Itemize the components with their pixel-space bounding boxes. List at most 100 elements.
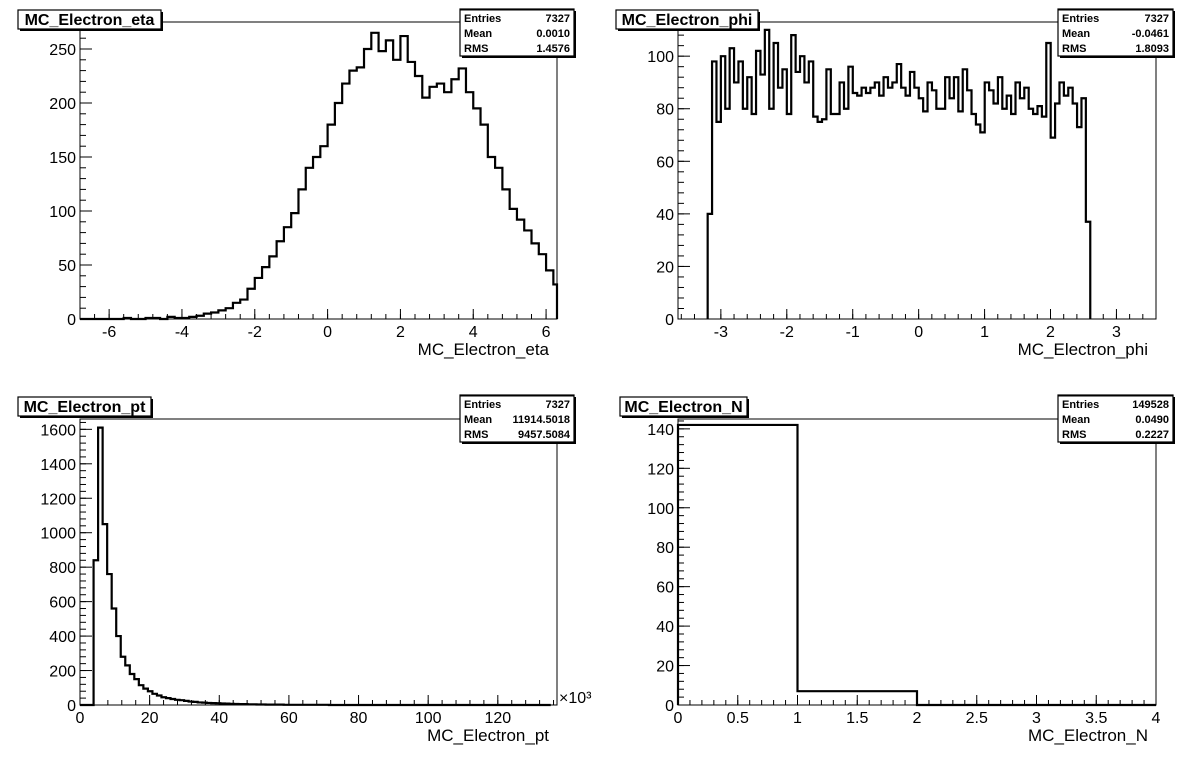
x-tick-label: 4: [469, 324, 478, 341]
histogram-bin: [437, 84, 444, 319]
title-box: [615, 9, 759, 30]
stats-label: RMS: [464, 43, 488, 55]
histogram-bin: [967, 90, 971, 319]
stats-label: Entries: [1062, 399, 1099, 411]
histogram-title: MC_Electron_N: [624, 399, 742, 416]
histogram-bin: [813, 117, 817, 319]
histogram-bin: [932, 90, 936, 319]
histogram-title: MC_Electron_pt: [24, 399, 146, 416]
histogram-bin: [910, 72, 914, 319]
x-axis: 0 0.5 1 1.5 2 2.5 3 3.5 4: [674, 695, 1161, 727]
stats-value: 1.4576: [536, 43, 570, 55]
histogram-bin: [1002, 109, 1006, 319]
y-tick-label: 150: [49, 150, 76, 167]
y-tick-label: 0: [665, 698, 674, 715]
title-box: [619, 396, 748, 417]
y-tick-label: 60: [656, 154, 674, 171]
histogram-bin: [796, 72, 800, 319]
x-tick-label: 2: [396, 324, 405, 341]
stats-label: RMS: [464, 429, 488, 441]
histogram-bin: [313, 157, 320, 319]
histogram-bin: [386, 40, 393, 319]
histogram-bin: [787, 114, 791, 319]
histogram-bin: [400, 36, 407, 319]
x-tick-label: 3.5: [1085, 710, 1107, 727]
histogram-bin: [743, 109, 747, 319]
y-axis: 0 200 400 600 800 1000 1200 1400 1600: [40, 421, 92, 715]
plot-frame: [79, 418, 558, 706]
y-tick-label: 600: [49, 595, 76, 612]
y-tick-label: 0: [67, 698, 76, 715]
stats-value: 0.0010: [536, 28, 570, 40]
histogram-panel-2: -3 -2 -1 0 1 2 3 0 20 40 60 80 100 MC_Electron_phi MC_…: [615, 8, 1175, 359]
x-axis: 0 20 40 60 80 100 120: [76, 695, 555, 727]
histogram-bin: [510, 209, 517, 319]
y-tick-label: 20: [656, 659, 674, 676]
x-tick-label: 0: [76, 710, 85, 727]
histogram-panel-3: 0 20 40 60 80 100 1200200400600800100012001400…: [17, 394, 592, 745]
histogram-bin: [466, 92, 473, 319]
y-tick-label: 40: [656, 619, 674, 636]
histogram-bin: [892, 82, 896, 319]
x-tick-label: 20: [141, 710, 159, 727]
y-tick-label: 1400: [40, 457, 76, 474]
histogram-bin: [862, 88, 866, 319]
y-tick-label: 100: [647, 49, 674, 66]
stats-value: 0.0490: [1135, 414, 1169, 426]
y-tick-label: 40: [656, 207, 674, 224]
histogram-title: MC_Electron_phi: [622, 12, 753, 29]
x-tick-label: 0: [323, 324, 332, 341]
y-tick-label: 1000: [40, 526, 76, 543]
x-tick-label: 40: [210, 710, 228, 727]
y-tick-label: 60: [656, 580, 674, 597]
histogram-bin: [769, 109, 773, 319]
histogram-bin: [342, 84, 349, 319]
plot-frame: [677, 418, 1157, 706]
y-tick-label: 200: [49, 664, 76, 681]
stats-label: RMS: [1062, 43, 1086, 55]
x-axis-multiplier: ×10³: [559, 690, 592, 707]
stats-box: [459, 394, 575, 443]
y-tick-label: 0: [67, 312, 76, 329]
histogram-bin: [1073, 103, 1077, 319]
histogram-bin: [1059, 82, 1063, 319]
plot-frame: [677, 21, 1157, 320]
x-tick-label: -2: [780, 324, 794, 341]
histogram-bin: [980, 132, 984, 319]
histogram-bin: [1042, 117, 1046, 319]
histogram-bin: [459, 68, 466, 319]
y-tick-label: 0: [665, 312, 674, 329]
x-tick-label: 1.5: [846, 710, 868, 727]
x-axis: -3 -2 -1 0 1 2 3: [680, 309, 1157, 341]
x-tick-label: 100: [415, 710, 442, 727]
x-tick-label: 6: [542, 324, 551, 341]
histogram-bin: [408, 62, 415, 319]
histogram-bin: [998, 77, 1002, 319]
histogram-bin: [972, 114, 976, 319]
stats-value: 0.2227: [1135, 429, 1169, 441]
histogram-bin: [778, 88, 782, 319]
histogram-bin: [884, 77, 888, 319]
histogram-bin: [379, 51, 386, 319]
histogram-bin: [760, 75, 764, 319]
x-tick-label: 0.5: [727, 710, 749, 727]
title-box: [17, 9, 162, 30]
stats-value: 11914.5018: [512, 414, 570, 426]
y-tick-label: 800: [49, 560, 76, 577]
histogram-bin: [866, 93, 870, 319]
stats-value: 1.8093: [1135, 43, 1169, 55]
histogram-bin: [1029, 109, 1033, 319]
histogram-bin: [800, 56, 804, 319]
histogram-bin: [725, 109, 729, 319]
stats-value: 7327: [546, 399, 570, 411]
histogram-bin: [291, 213, 298, 319]
x-tick-label: 3: [1112, 324, 1121, 341]
x-tick-label: -6: [102, 324, 116, 341]
plot-frame: [79, 21, 558, 320]
y-tick-label: 1200: [40, 491, 76, 508]
histogram-bin: [371, 33, 378, 319]
histogram-bin: [364, 49, 371, 319]
y-axis: 0 50 100 150 200 250: [49, 26, 92, 329]
histogram-bin: [941, 109, 945, 319]
histogram-bin: [320, 146, 327, 319]
